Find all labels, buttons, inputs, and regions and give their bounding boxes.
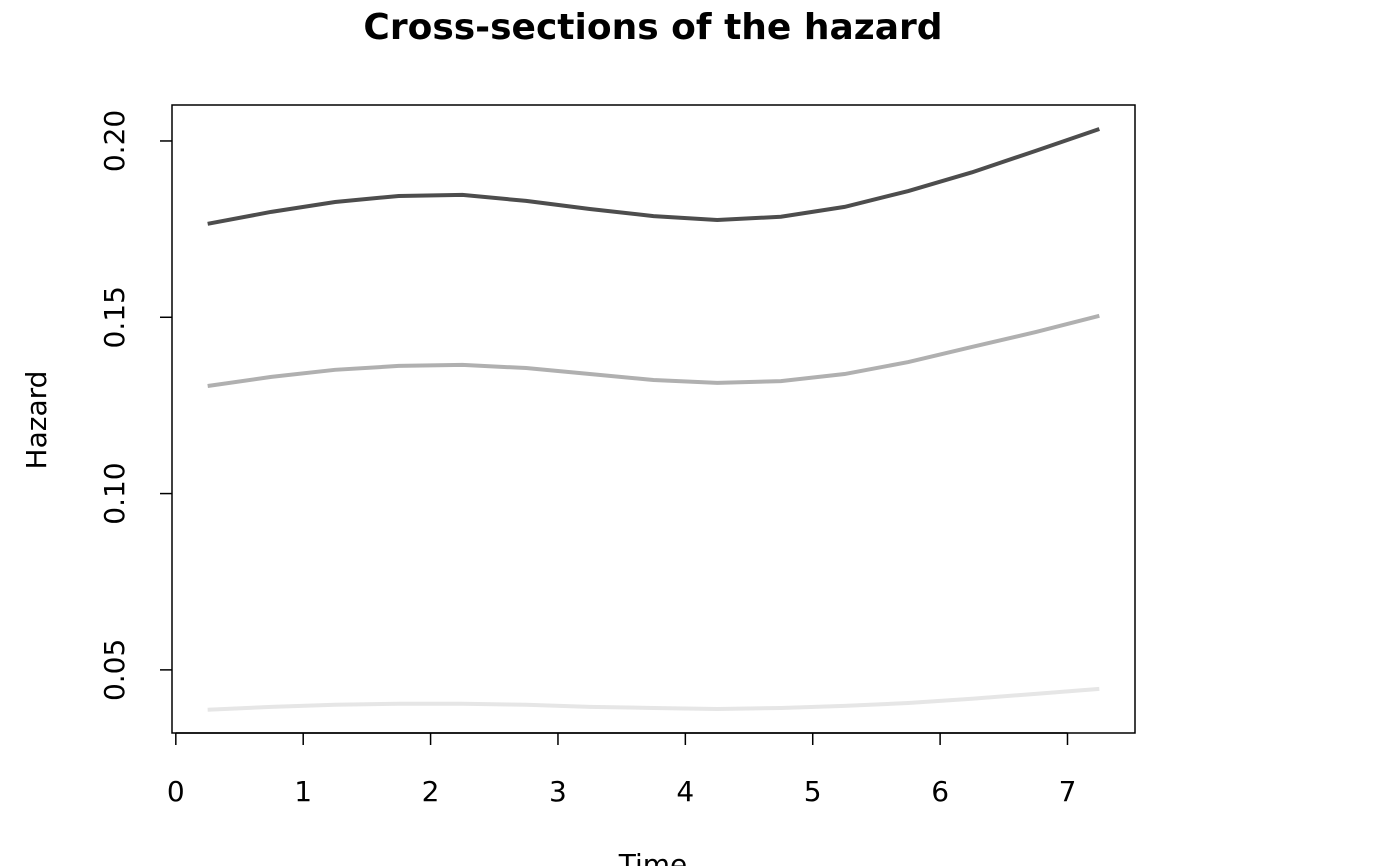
x-tick-label: 0: [167, 775, 185, 808]
x-tick-label: 5: [804, 775, 822, 808]
x-tick-label: 2: [422, 775, 440, 808]
x-tick-label: 6: [931, 775, 949, 808]
plot-frame: [171, 104, 1136, 734]
series-line: [207, 127, 1100, 226]
x-axis-label: Time: [618, 848, 688, 866]
y-tick-label: 0.10: [98, 462, 131, 524]
series-line: [207, 686, 1100, 712]
series-line: [207, 313, 1100, 389]
y-tick-label: 0.15: [98, 286, 131, 348]
y-tick-label: 0.05: [98, 639, 131, 701]
y-axis-label: Hazard: [20, 371, 53, 470]
chart-title: Cross-sections of the hazard: [363, 7, 942, 48]
x-tick-label: 1: [294, 775, 312, 808]
x-tick-label: 3: [549, 775, 567, 808]
x-tick-label: 7: [1059, 775, 1077, 808]
x-tick-label: 4: [676, 775, 694, 808]
y-tick-label: 0.20: [98, 110, 131, 172]
